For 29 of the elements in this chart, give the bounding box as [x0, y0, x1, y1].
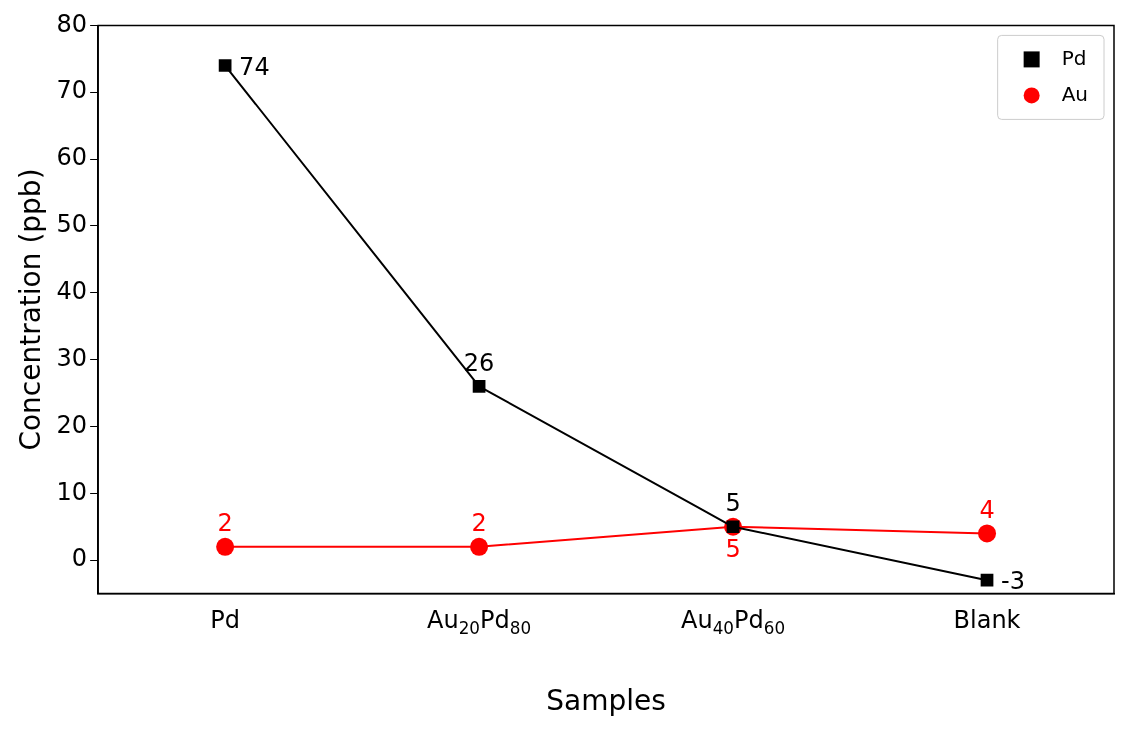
point: [472, 380, 486, 393]
x-axis-title: Samples: [546, 684, 666, 718]
data-label: -3: [1001, 567, 1025, 596]
point: [978, 524, 997, 543]
y-tick-label: 0: [71, 544, 88, 573]
y-tick-label: 20: [56, 410, 88, 439]
legend-label: Pd: [1061, 45, 1087, 70]
x-tick-label: Pd: [210, 605, 240, 634]
data-label: 26: [463, 348, 495, 377]
y-axis-title: Concentration (ppb): [14, 168, 48, 451]
y-tick-label: 10: [56, 477, 88, 506]
y-tick-label: 50: [56, 210, 88, 239]
point: [980, 573, 994, 587]
data-label: 74: [239, 52, 270, 81]
data-label: 2: [217, 509, 233, 538]
data-label: 5: [725, 488, 741, 517]
y-tick-label: 40: [56, 277, 88, 306]
data-label: 5: [725, 534, 741, 563]
y-tick-label: 60: [56, 143, 88, 172]
data-label: 4: [979, 495, 995, 524]
data-label: 2: [471, 509, 487, 538]
x-tick-label: Blank: [953, 605, 1021, 634]
point: [218, 59, 232, 72]
y-tick-label: 70: [56, 76, 88, 105]
point: [470, 537, 489, 556]
legend-label: Au: [1061, 81, 1088, 106]
y-tick-label: 80: [56, 9, 88, 38]
y-tick-label: 30: [56, 343, 88, 372]
point: [216, 537, 235, 556]
